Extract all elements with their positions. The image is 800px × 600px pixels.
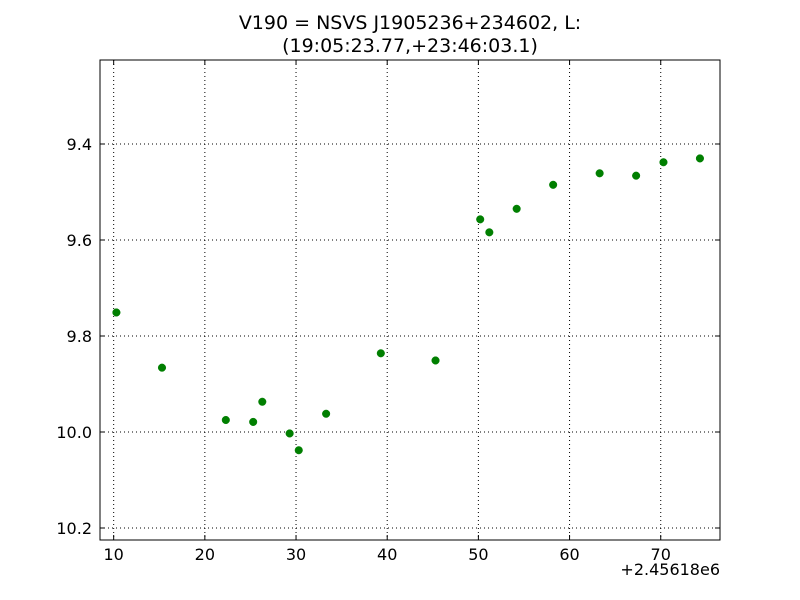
data-point bbox=[476, 215, 485, 224]
plot-frame bbox=[99, 59, 721, 541]
data-point bbox=[249, 417, 258, 426]
tick-labels: 10 20 30 40 50 60 70 9.4 9.6 9.8 10.0 10.2 bbox=[56, 135, 671, 564]
data-points bbox=[112, 154, 704, 455]
data-point bbox=[549, 180, 558, 189]
x-tick-label: 20 bbox=[195, 545, 215, 564]
grid bbox=[100, 60, 720, 540]
x-tick-label: 50 bbox=[468, 545, 488, 564]
y-tick-label: 9.8 bbox=[67, 327, 92, 346]
y-tick-label: 10.0 bbox=[56, 423, 92, 442]
y-tick-label: 9.6 bbox=[67, 231, 92, 250]
data-point bbox=[221, 415, 230, 425]
data-point bbox=[322, 409, 331, 418]
x-tick-label: 60 bbox=[559, 545, 579, 564]
chart-title-line-2: (19:05:23.77,+23:46:03.1) bbox=[282, 35, 538, 57]
y-tick-label: 10.2 bbox=[56, 519, 92, 538]
data-point bbox=[294, 446, 303, 455]
chart-title-line-1: V190 = NSVS J1905236+234602, L: bbox=[239, 12, 581, 34]
data-point bbox=[632, 171, 641, 180]
data-point bbox=[376, 349, 385, 358]
data-point bbox=[595, 169, 604, 178]
data-point bbox=[659, 158, 668, 167]
data-point bbox=[112, 308, 121, 317]
data-point bbox=[512, 204, 521, 213]
data-point bbox=[157, 363, 167, 372]
axis-ticks bbox=[100, 60, 720, 540]
data-point bbox=[431, 356, 440, 365]
x-tick-label: 30 bbox=[286, 545, 306, 564]
x-axis-offset-label: +2.45618e6 bbox=[620, 560, 720, 579]
plot-area bbox=[100, 60, 720, 540]
data-point bbox=[695, 154, 704, 163]
data-point bbox=[485, 228, 494, 237]
y-tick-label: 9.4 bbox=[67, 135, 92, 154]
x-tick-label: 70 bbox=[651, 545, 671, 564]
x-tick-label: 40 bbox=[377, 545, 397, 564]
x-tick-label: 10 bbox=[103, 545, 123, 564]
data-point bbox=[258, 397, 267, 406]
data-point bbox=[285, 429, 294, 438]
